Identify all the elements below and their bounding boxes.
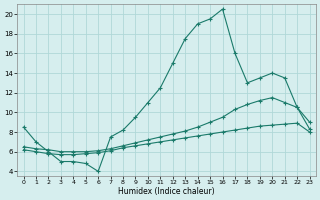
X-axis label: Humidex (Indice chaleur): Humidex (Indice chaleur) <box>118 187 215 196</box>
